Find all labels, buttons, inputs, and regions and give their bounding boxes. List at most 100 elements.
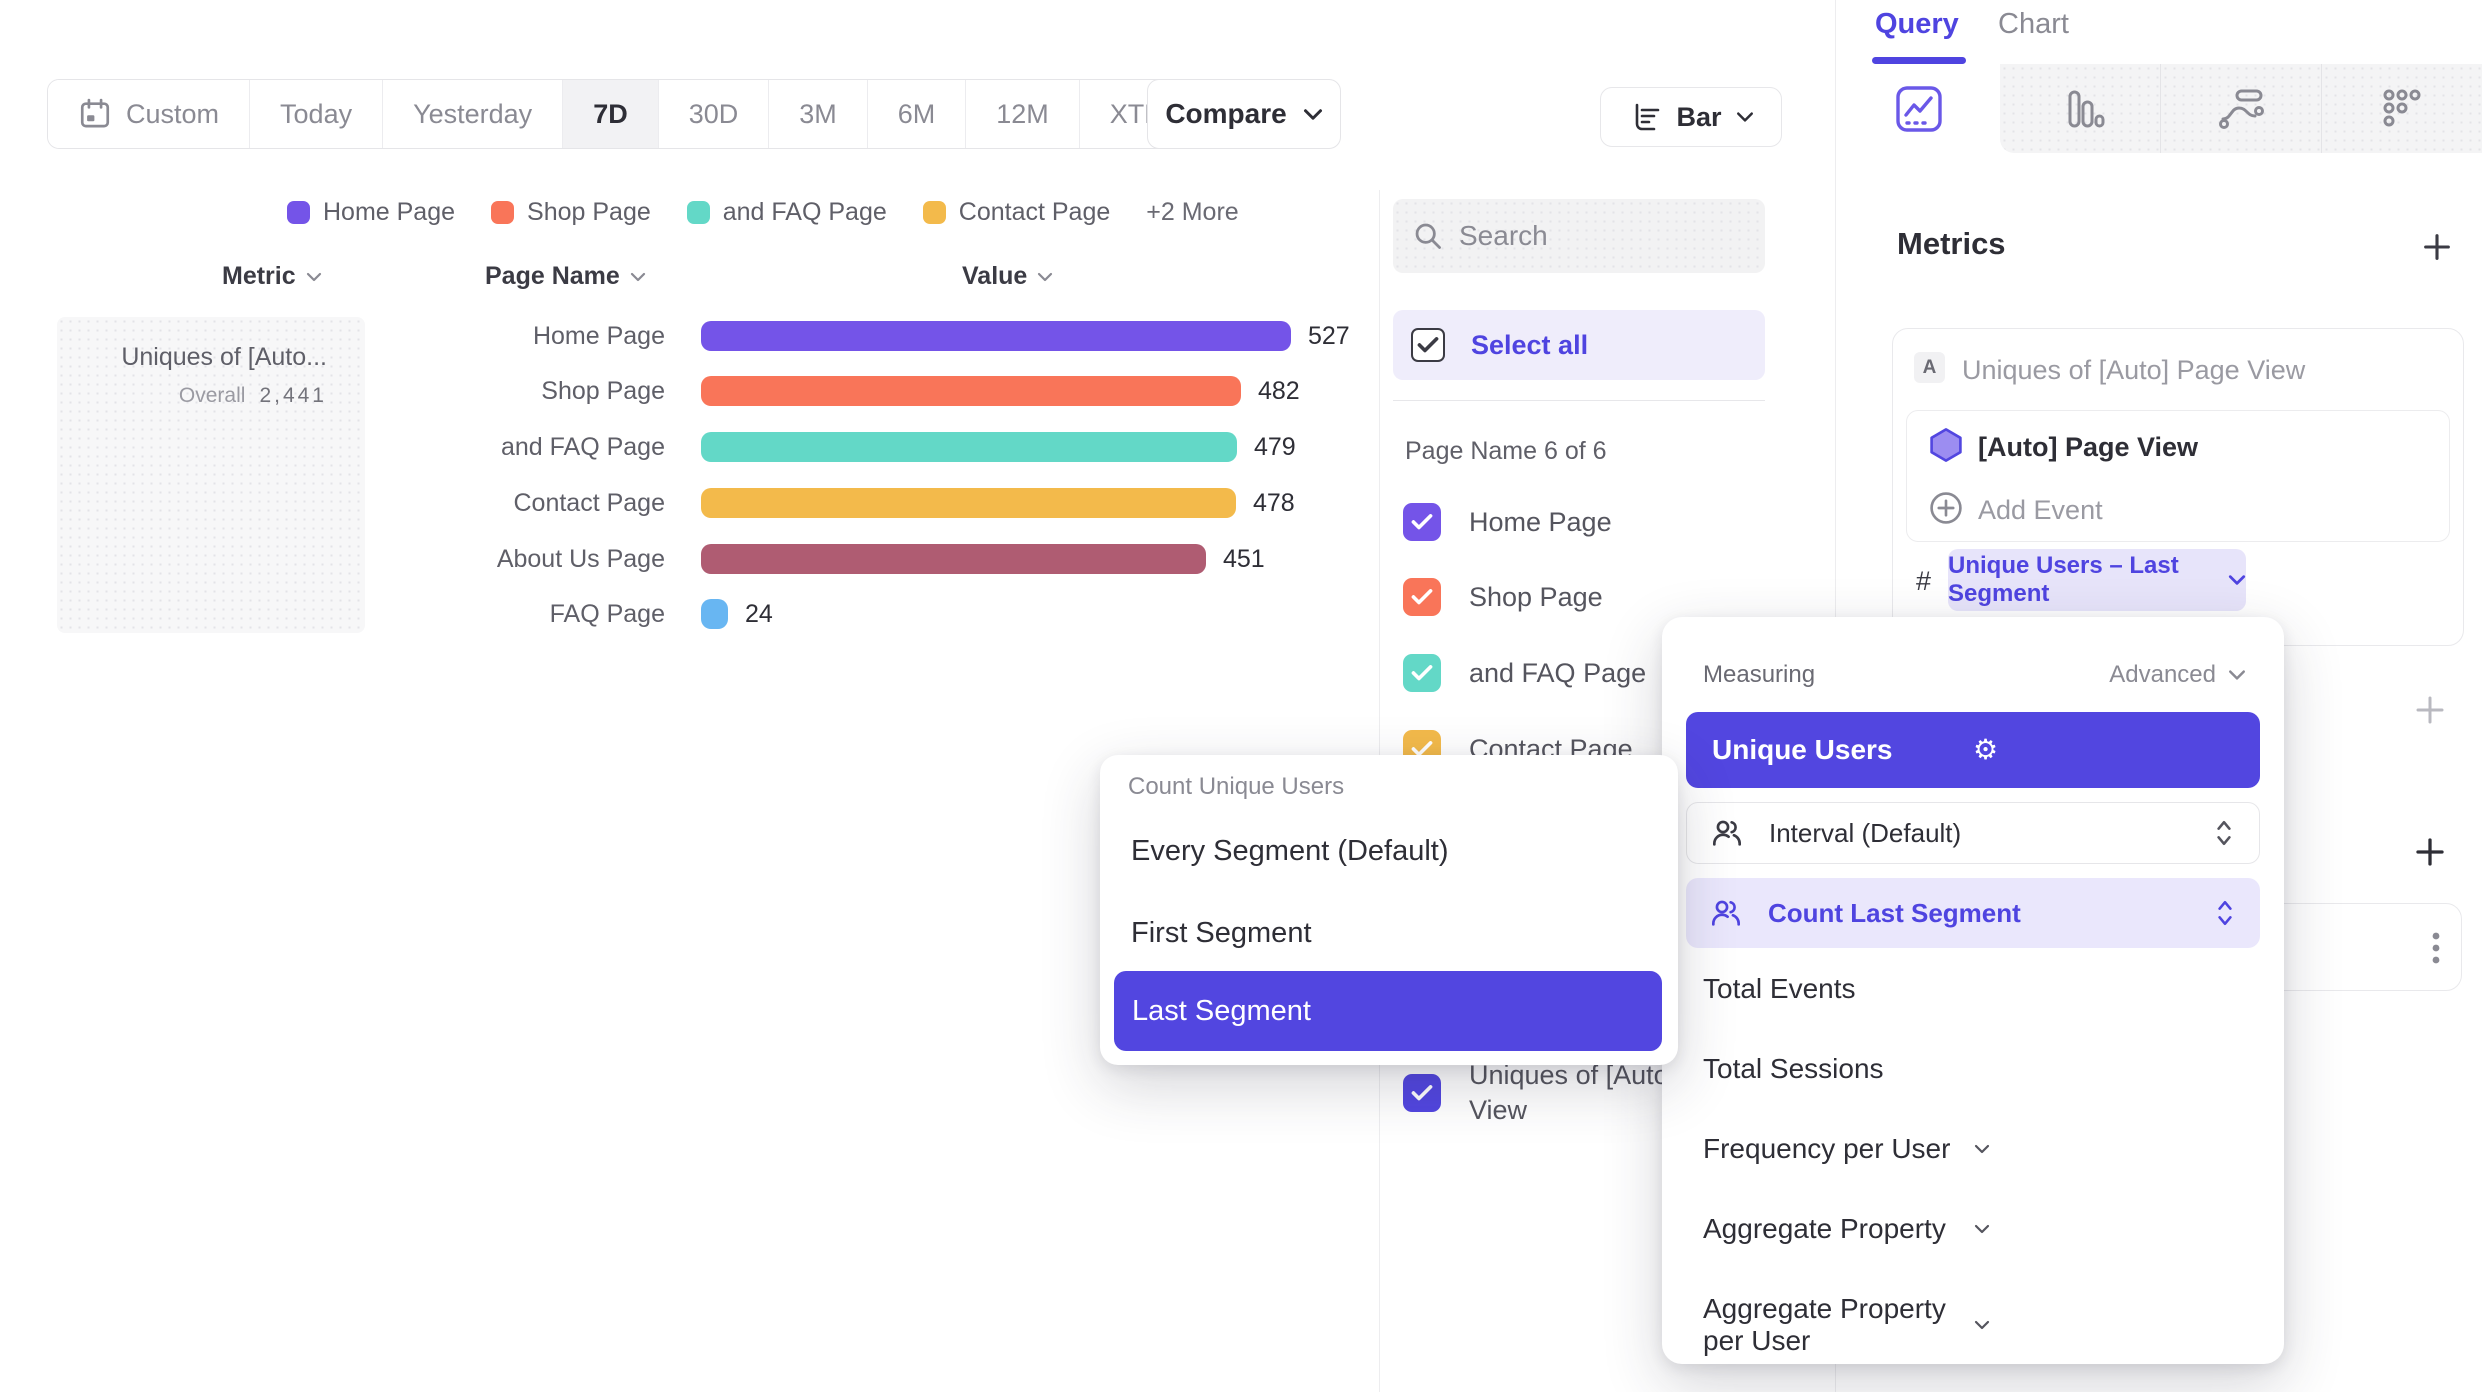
add-event-circle-plus-icon[interactable] xyxy=(1928,490,1964,526)
checkbox-checked[interactable] xyxy=(1403,503,1441,541)
kebab-menu-icon[interactable] xyxy=(2429,928,2443,968)
page-name-header-label: Page Name xyxy=(485,262,620,290)
filter-group-label: Page Name 6 of 6 xyxy=(1405,437,1607,465)
legend-item[interactable]: Contact Page xyxy=(922,198,1110,227)
date-range-custom[interactable]: Custom xyxy=(48,80,251,148)
count-last-segment-row[interactable]: Count Last Segment xyxy=(1686,878,2260,948)
event-name-label[interactable]: [Auto] Page View xyxy=(1978,432,2199,462)
chart-type-button[interactable]: Bar xyxy=(1600,87,1782,147)
select-all-row[interactable]: Select all xyxy=(1393,310,1765,380)
overall-value: 2,441 xyxy=(259,384,327,407)
legend-swatch xyxy=(686,200,710,224)
chevron-down-icon xyxy=(1736,111,1754,123)
bar-5[interactable] xyxy=(701,544,1206,574)
bar-row-label: FAQ Page xyxy=(549,600,665,628)
metric-summary-card[interactable]: Uniques of [Auto... Overall 2,441 xyxy=(57,317,365,633)
segment-option-every-segment-default-[interactable]: Every Segment (Default) xyxy=(1131,835,1449,867)
add-breakdown-plus-icon[interactable] xyxy=(2412,834,2448,870)
people-icon xyxy=(1711,817,1743,849)
measuring-menu: Measuring Advanced Unique Users ⚙ Interv… xyxy=(1662,617,2284,1364)
menu-item-aggregate-property[interactable]: Aggregate Property xyxy=(1703,1213,2244,1245)
metric-series-badge: A xyxy=(1914,352,1945,383)
active-tab-underline xyxy=(1872,57,1966,64)
divider-vertical xyxy=(2160,64,2161,153)
bar-value-label: 479 xyxy=(1254,433,1296,461)
bar-2[interactable] xyxy=(701,376,1241,406)
chart-legend: Home Page Shop Page and FAQ Page Contact Pa… xyxy=(287,196,1239,228)
filter-item-metric[interactable]: Uniques of [Auto View xyxy=(1403,1058,1669,1128)
metric-title: Uniques of [Auto... xyxy=(121,343,327,371)
date-range-yesterday[interactable]: Yesterday xyxy=(383,80,564,148)
event-hexagon-icon xyxy=(1928,427,1964,463)
add-filter-plus-icon[interactable] xyxy=(2412,692,2448,728)
bar-6[interactable] xyxy=(701,599,728,629)
tab-query[interactable]: Query xyxy=(1875,8,1959,40)
chevron-down-icon xyxy=(1974,1144,2245,1154)
gear-icon[interactable]: ⚙ xyxy=(1973,733,1999,766)
filter-item-home-page[interactable]: Home Page xyxy=(1403,503,1612,541)
date-range-7d[interactable]: 7D xyxy=(563,80,659,148)
menu-item-aggregate-property-per-user[interactable]: Aggregate Property per User xyxy=(1703,1293,2244,1357)
add-event-label[interactable]: Add Event xyxy=(1978,495,2103,525)
compare-button[interactable]: Compare xyxy=(1147,79,1341,149)
column-header-value[interactable]: Value xyxy=(962,262,1053,291)
advanced-toggle[interactable]: Advanced xyxy=(2109,661,2246,689)
legend-item[interactable]: Home Page xyxy=(287,198,455,227)
stepper-up-down-icon[interactable] xyxy=(2213,819,2235,847)
hash-symbol: # xyxy=(1916,566,1932,596)
compare-label: Compare xyxy=(1165,98,1287,129)
legend-more-label[interactable]: +2 More xyxy=(1146,197,1239,226)
menu-item-total-events[interactable]: Total Events xyxy=(1703,973,1856,1004)
measurement-selector-pill[interactable]: Unique Users – Last Segment xyxy=(1948,549,2246,611)
date-range-3m[interactable]: 3M xyxy=(769,80,868,148)
add-metric-plus-icon[interactable] xyxy=(2420,230,2454,264)
checkbox-checked[interactable] xyxy=(1403,578,1441,616)
interval-selector-row[interactable]: Interval (Default) xyxy=(1686,802,2260,864)
divider-horizontal xyxy=(1393,400,1765,401)
date-range-30d[interactable]: 30D xyxy=(658,80,770,148)
select-all-checkbox[interactable] xyxy=(1411,328,1445,362)
chevron-down-icon xyxy=(1974,1320,2245,1330)
legend-item[interactable]: Shop Page xyxy=(491,198,651,227)
checkbox-checked[interactable] xyxy=(1403,1074,1441,1113)
view-tab-retention[interactable] xyxy=(2322,64,2482,153)
bar-value-label: 451 xyxy=(1223,545,1265,573)
metrics-section-header: Metrics xyxy=(1897,226,2006,261)
tab-chart[interactable]: Chart xyxy=(1998,8,2069,40)
view-tab-flows[interactable] xyxy=(2161,64,2321,153)
date-range-group: Custom Today Yesterday 7D 30D 3M 6M 12M XTD xyxy=(47,79,1225,149)
bar-1[interactable] xyxy=(701,321,1291,351)
segment-option-selected[interactable]: Last Segment xyxy=(1114,971,1662,1051)
bar-row-label: Home Page xyxy=(532,322,665,350)
filter-item-label: Uniques of [Auto View xyxy=(1469,1060,1669,1126)
event-card[interactable] xyxy=(1906,410,2450,542)
menu-item-unique-users-selected[interactable]: Unique Users ⚙ xyxy=(1686,712,2260,788)
interval-label: Interval (Default) xyxy=(1769,817,1962,848)
column-header-page-name[interactable]: Page Name xyxy=(485,262,646,291)
metric-header-label: Metric xyxy=(222,262,296,290)
bar-value-label: 527 xyxy=(1308,322,1350,350)
filter-item-and-faq-page[interactable]: and FAQ Page xyxy=(1403,654,1646,692)
checkbox-checked[interactable] xyxy=(1403,654,1441,692)
column-header-metric[interactable]: Metric xyxy=(222,262,322,291)
bar-row-label: Shop Page xyxy=(541,377,665,405)
bar-3[interactable] xyxy=(701,432,1237,462)
view-tab-funnels[interactable] xyxy=(2000,64,2160,153)
chevron-down-icon xyxy=(1303,108,1323,121)
bar-4[interactable] xyxy=(701,488,1236,518)
bar-row-label: and FAQ Page xyxy=(500,433,665,461)
bar-value-label: 24 xyxy=(745,600,773,628)
menu-item-total-sessions[interactable]: Total Sessions xyxy=(1703,1053,1884,1084)
date-range-12m[interactable]: 12M xyxy=(966,80,1080,148)
menu-item-frequency-per-user[interactable]: Frequency per User xyxy=(1703,1133,2244,1165)
view-tab-insights[interactable] xyxy=(1839,64,1999,153)
legend-item[interactable]: and FAQ Page xyxy=(686,198,887,227)
segment-option-first-segment[interactable]: First Segment xyxy=(1131,917,1312,949)
search-input[interactable] xyxy=(1459,220,1745,252)
chevron-down-icon xyxy=(1974,1224,2245,1234)
filter-item-shop-page[interactable]: Shop Page xyxy=(1403,578,1603,616)
stepper-up-down-icon[interactable] xyxy=(2214,899,2236,927)
bar-value-label: 482 xyxy=(1258,377,1300,405)
date-range-today[interactable]: Today xyxy=(250,80,384,148)
date-range-6m[interactable]: 6M xyxy=(867,80,967,148)
